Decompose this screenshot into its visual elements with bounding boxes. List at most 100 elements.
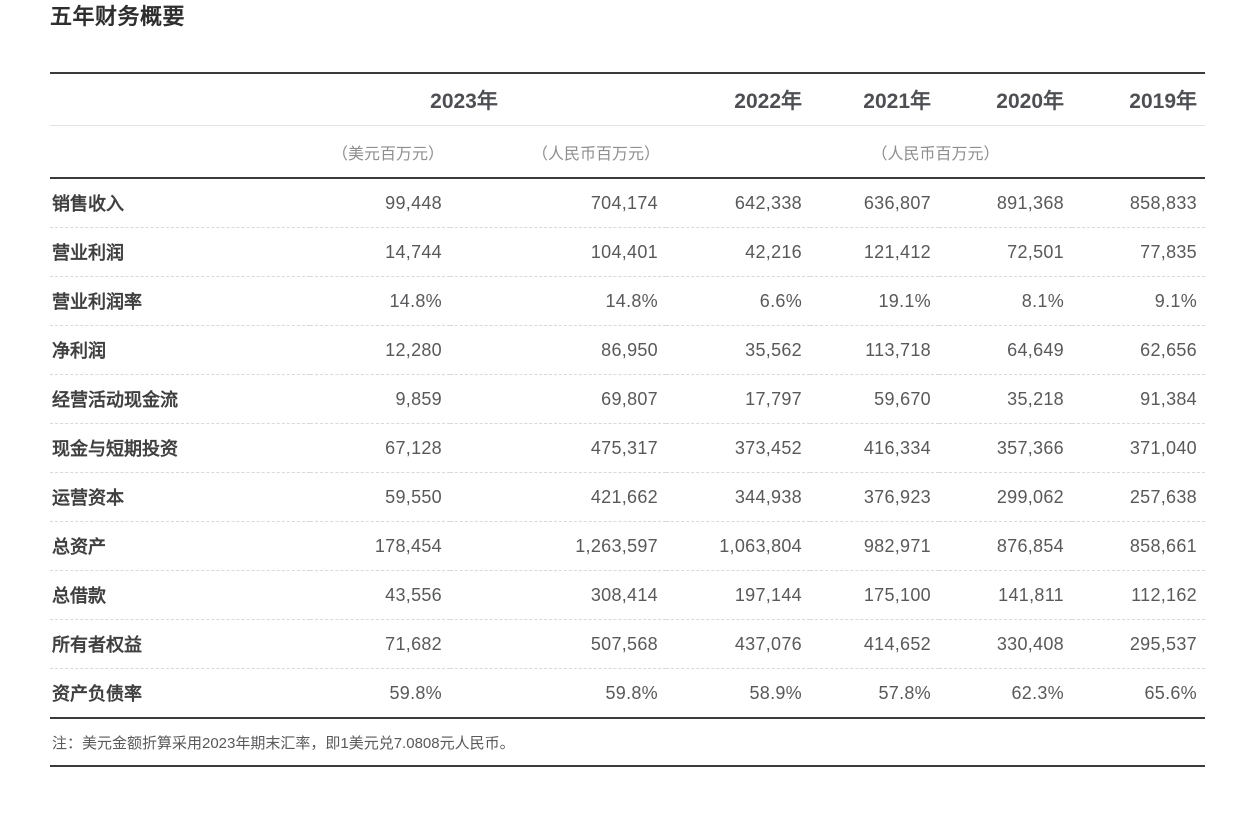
page-title: 五年财务概要 bbox=[50, 4, 186, 29]
row-label: 运营资本 bbox=[50, 472, 310, 522]
cell-value: 57.8% bbox=[810, 668, 939, 719]
cell-value: 58.9% bbox=[666, 668, 810, 719]
cell-value: 475,317 bbox=[450, 423, 666, 473]
cell-value: 59.8% bbox=[450, 668, 666, 719]
cell-value: 876,854 bbox=[939, 521, 1072, 571]
row-label: 净利润 bbox=[50, 325, 310, 375]
cell-value: 704,174 bbox=[450, 178, 666, 228]
cell-value: 113,718 bbox=[810, 325, 939, 375]
cell-value: 77,835 bbox=[1072, 227, 1205, 277]
cell-value: 414,652 bbox=[810, 619, 939, 669]
cell-value: 1,063,804 bbox=[666, 521, 810, 571]
row-label: 资产负债率 bbox=[50, 668, 310, 719]
cell-value: 257,638 bbox=[1072, 472, 1205, 522]
cell-value: 14.8% bbox=[310, 276, 450, 326]
cell-value: 178,454 bbox=[310, 521, 450, 571]
cell-value: 59,670 bbox=[810, 374, 939, 424]
table-row: 所有者权益 71,682 507,568 437,076 414,652 330,408 2… bbox=[50, 619, 1205, 669]
cell-value: 69,807 bbox=[450, 374, 666, 424]
row-label: 销售收入 bbox=[50, 178, 310, 228]
year-header-2023: 2023年 bbox=[310, 73, 666, 126]
row-label: 所有者权益 bbox=[50, 619, 310, 669]
cell-value: 59.8% bbox=[310, 668, 450, 719]
cell-value: 71,682 bbox=[310, 619, 450, 669]
cell-value: 67,128 bbox=[310, 423, 450, 473]
cell-value: 507,568 bbox=[450, 619, 666, 669]
cell-value: 43,556 bbox=[310, 570, 450, 620]
cell-value: 371,040 bbox=[1072, 423, 1205, 473]
cell-value: 35,218 bbox=[939, 374, 1072, 424]
cell-value: 6.6% bbox=[666, 276, 810, 326]
cell-value: 86,950 bbox=[450, 325, 666, 375]
table-row: 营业利润率 14.8% 14.8% 6.6% 19.1% 8.1% 9.1% bbox=[50, 276, 1205, 326]
cell-value: 19.1% bbox=[810, 276, 939, 326]
cell-value: 858,833 bbox=[1072, 178, 1205, 228]
cell-value: 62.3% bbox=[939, 668, 1072, 719]
table-row: 资产负债率 59.8% 59.8% 58.9% 57.8% 62.3% 65.6% bbox=[50, 668, 1205, 719]
unit-header-usd-millions: （美元百万元） bbox=[310, 125, 450, 179]
table-row: 现金与短期投资 67,128 475,317 373,452 416,334 357,36… bbox=[50, 423, 1205, 473]
cell-value: 9.1% bbox=[1072, 276, 1205, 326]
cell-value: 421,662 bbox=[450, 472, 666, 522]
cell-value: 1,263,597 bbox=[450, 521, 666, 571]
table-row: 总资产 178,454 1,263,597 1,063,804 982,971 876,8… bbox=[50, 521, 1205, 571]
cell-value: 62,656 bbox=[1072, 325, 1205, 375]
row-label: 总资产 bbox=[50, 521, 310, 571]
cell-value: 35,562 bbox=[666, 325, 810, 375]
cell-value: 376,923 bbox=[810, 472, 939, 522]
table-header: 2023年 2022年 2021年 2020年 2019年 （美元百万元） （人… bbox=[50, 73, 1205, 179]
row-label: 总借款 bbox=[50, 570, 310, 620]
cell-value: 121,412 bbox=[810, 227, 939, 277]
table-row: 总借款 43,556 308,414 197,144 175,100 141,811 112… bbox=[50, 570, 1205, 620]
row-label: 营业利润 bbox=[50, 227, 310, 277]
row-label: 经营活动现金流 bbox=[50, 374, 310, 424]
cell-value: 112,162 bbox=[1072, 570, 1205, 620]
footnote: 注：美元金额折算采用2023年期末汇率，即1美元兑7.0808元人民币。 bbox=[50, 719, 1205, 767]
cell-value: 175,100 bbox=[810, 570, 939, 620]
year-header-2021: 2021年 bbox=[810, 73, 939, 126]
cell-value: 141,811 bbox=[939, 570, 1072, 620]
cell-value: 99,448 bbox=[310, 178, 450, 228]
cell-value: 295,537 bbox=[1072, 619, 1205, 669]
cell-value: 982,971 bbox=[810, 521, 939, 571]
year-header-empty-cell bbox=[50, 73, 310, 126]
cell-value: 9,859 bbox=[310, 374, 450, 424]
table-row: 运营资本 59,550 421,662 344,938 376,923 299,062 25… bbox=[50, 472, 1205, 522]
cell-value: 636,807 bbox=[810, 178, 939, 228]
year-header-row: 2023年 2022年 2021年 2020年 2019年 bbox=[50, 73, 1205, 126]
cell-value: 891,368 bbox=[939, 178, 1072, 228]
unit-header-rmb-millions-prior-years: （人民币百万元） bbox=[666, 125, 1205, 179]
cell-value: 65.6% bbox=[1072, 668, 1205, 719]
cell-value: 12,280 bbox=[310, 325, 450, 375]
cell-value: 642,338 bbox=[666, 178, 810, 228]
row-label: 现金与短期投资 bbox=[50, 423, 310, 473]
cell-value: 373,452 bbox=[666, 423, 810, 473]
table-row: 经营活动现金流 9,859 69,807 17,797 59,670 35,218 91,3… bbox=[50, 374, 1205, 424]
table-row: 销售收入 99,448 704,174 642,338 636,807 891,368 85… bbox=[50, 178, 1205, 228]
cell-value: 437,076 bbox=[666, 619, 810, 669]
cell-value: 330,408 bbox=[939, 619, 1072, 669]
table-body: 销售收入 99,448 704,174 642,338 636,807 891,368 85… bbox=[50, 178, 1205, 719]
cell-value: 308,414 bbox=[450, 570, 666, 620]
year-header-2022: 2022年 bbox=[666, 73, 810, 126]
row-label: 营业利润率 bbox=[50, 276, 310, 326]
five-year-financial-table: 2023年 2022年 2021年 2020年 2019年 （美元百万元） （人… bbox=[50, 72, 1205, 719]
cell-value: 344,938 bbox=[666, 472, 810, 522]
cell-value: 64,649 bbox=[939, 325, 1072, 375]
unit-header-empty-cell bbox=[50, 125, 310, 179]
cell-value: 17,797 bbox=[666, 374, 810, 424]
cell-value: 197,144 bbox=[666, 570, 810, 620]
unit-header-row: （美元百万元） （人民币百万元） （人民币百万元） bbox=[50, 125, 1205, 179]
cell-value: 416,334 bbox=[810, 423, 939, 473]
cell-value: 42,216 bbox=[666, 227, 810, 277]
cell-value: 72,501 bbox=[939, 227, 1072, 277]
cell-value: 299,062 bbox=[939, 472, 1072, 522]
cell-value: 858,661 bbox=[1072, 521, 1205, 571]
unit-header-rmb-millions-2023: （人民币百万元） bbox=[450, 125, 666, 179]
cell-value: 8.1% bbox=[939, 276, 1072, 326]
cell-value: 14.8% bbox=[450, 276, 666, 326]
year-header-2020: 2020年 bbox=[939, 73, 1072, 126]
cell-value: 59,550 bbox=[310, 472, 450, 522]
cell-value: 104,401 bbox=[450, 227, 666, 277]
